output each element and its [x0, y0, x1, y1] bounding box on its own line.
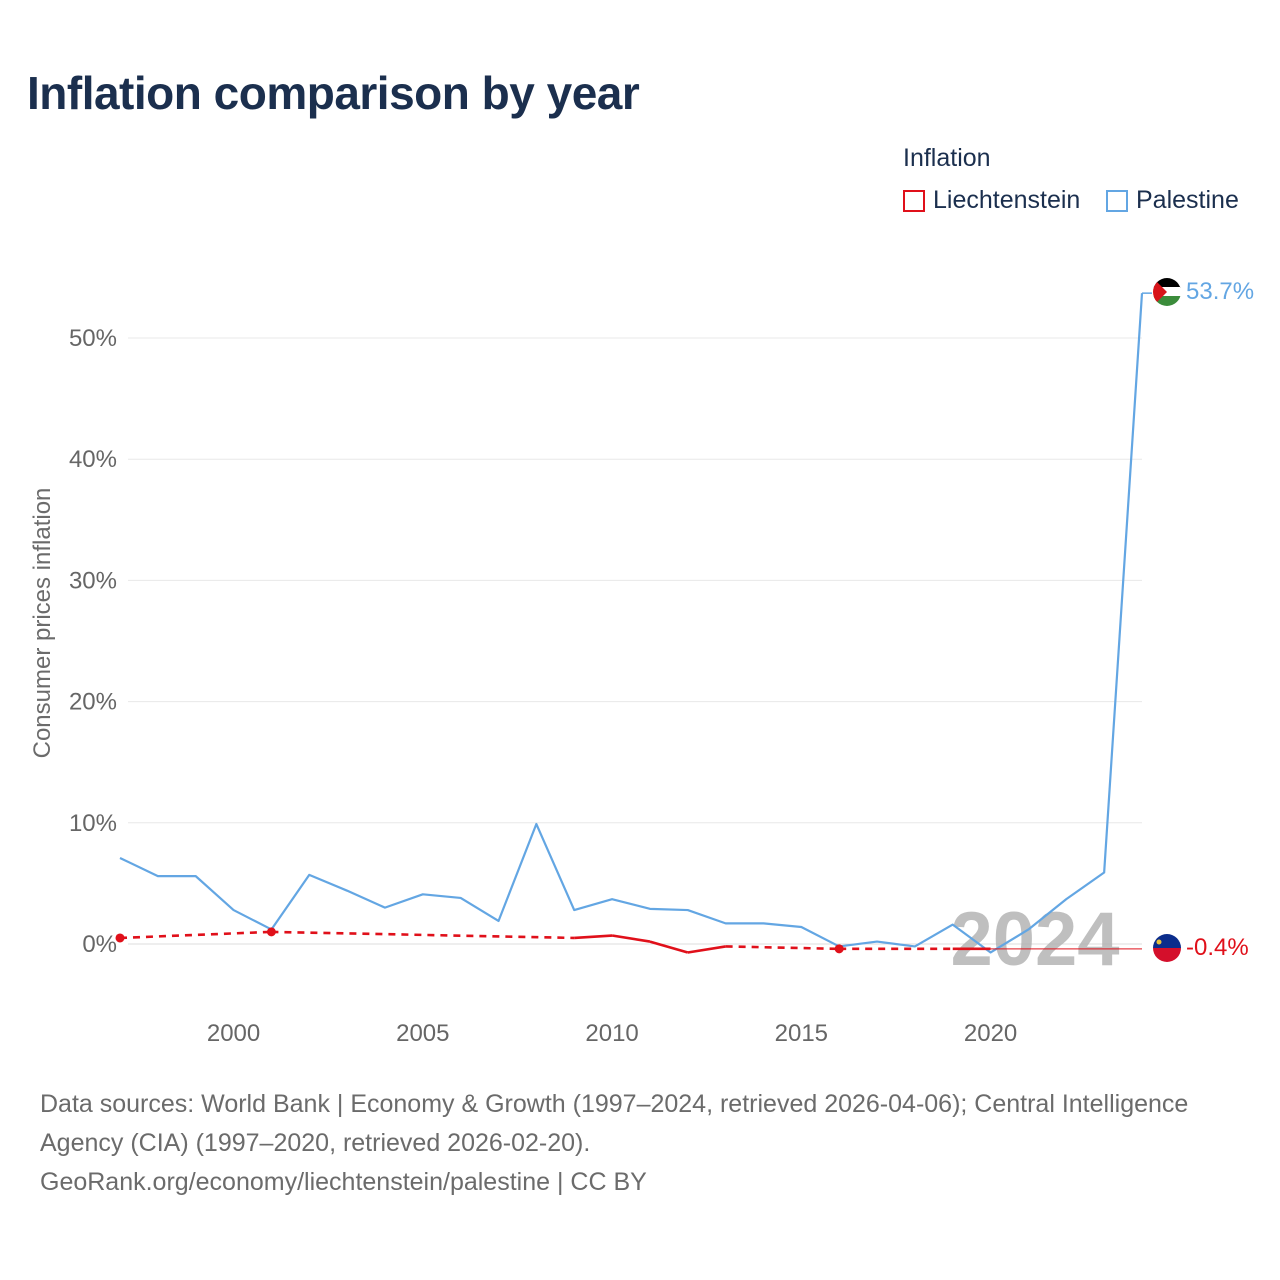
- liechtenstein-flag-icon: [1153, 934, 1181, 962]
- legend-swatch-liechtenstein: [903, 189, 925, 212]
- data-point-liechtenstein[interactable]: [266, 927, 276, 937]
- palestine-flag-icon: [1153, 278, 1181, 306]
- legend-swatch-palestine: [1106, 189, 1128, 212]
- series-segment-liechtenstein[interactable]: [649, 940, 689, 954]
- legend-label-palestine: Palestine: [1136, 186, 1239, 214]
- x-tick-label: 2005: [396, 1020, 449, 1047]
- end-label-liechtenstein: -0.4%: [1186, 934, 1249, 961]
- series-group: [115, 292, 1152, 954]
- series-segment-liechtenstein[interactable]: [271, 930, 575, 940]
- y-tick-label: 50%: [69, 325, 117, 352]
- x-tick-label: 2020: [964, 1020, 1017, 1047]
- y-tick-label: 10%: [69, 810, 117, 837]
- y-axis: 0% 10% 20% 30% 40% 50%: [69, 325, 117, 958]
- legend-label-liechtenstein: Liechtenstein: [933, 186, 1081, 214]
- series-segment-liechtenstein[interactable]: [574, 934, 613, 940]
- grid-lines: [128, 337, 1142, 945]
- end-label-palestine: 53.7%: [1186, 278, 1254, 305]
- y-tick-label: 40%: [69, 446, 117, 473]
- x-tick-label: 2010: [585, 1020, 638, 1047]
- data-point-liechtenstein[interactable]: [115, 933, 125, 943]
- series-segment-liechtenstein[interactable]: [119, 930, 272, 940]
- y-tick-label: 0%: [82, 931, 117, 958]
- line-chart: 0% 10% 20% 30% 40% 50% 2000 2005 2010 2015 2020 C…: [29, 278, 1254, 1047]
- x-axis: 2000 2005 2010 2015 2020: [207, 1020, 1017, 1047]
- y-tick-label: 20%: [69, 689, 117, 716]
- legend-item-liechtenstein[interactable]: Liechtenstein: [903, 186, 1080, 215]
- y-axis-label: Consumer prices inflation: [29, 488, 56, 759]
- x-tick-label: 2015: [775, 1020, 828, 1047]
- series-segment-liechtenstein[interactable]: [725, 945, 840, 951]
- year-watermark: 2024: [950, 897, 1119, 982]
- y-tick-label: 30%: [69, 567, 117, 594]
- footer: Data sources: World Bank | Economy & Gro…: [40, 1085, 1240, 1202]
- series-line-palestine[interactable]: [119, 293, 1144, 954]
- source-link[interactable]: GeoRank.org/economy/liechtenstein/palest…: [40, 1168, 647, 1196]
- end-labels: 53.7% -0.4%: [1186, 278, 1254, 961]
- series-segment-liechtenstein[interactable]: [611, 934, 651, 943]
- x-tick-label: 2000: [207, 1020, 260, 1047]
- legend-title: Inflation: [903, 144, 991, 172]
- legend-item-palestine[interactable]: Palestine: [1106, 186, 1239, 215]
- data-sources: Data sources: World Bank | Economy & Gro…: [40, 1090, 1189, 1157]
- series-segment-liechtenstein[interactable]: [687, 945, 726, 954]
- data-point-liechtenstein[interactable]: [834, 944, 844, 954]
- chart-title: Inflation comparison by year: [27, 67, 640, 119]
